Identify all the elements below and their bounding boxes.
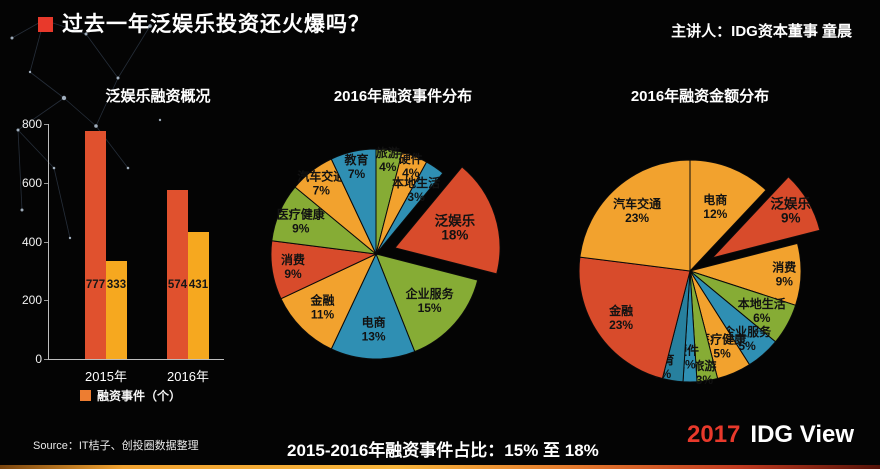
- pie-label-教育: 教育 7%: [343, 152, 368, 181]
- pie-label-旅游: 旅游 4%: [376, 145, 400, 174]
- brand-logo: 2017 IDG View: [687, 421, 854, 449]
- bar-value-label: 431: [188, 279, 209, 291]
- bar-chart-title: 泛娱乐融资概况: [105, 88, 211, 105]
- pie-label-泛娱乐: 泛娱乐 9%: [770, 195, 811, 225]
- pie-label-硬件: 硬件 4%: [399, 151, 423, 180]
- bar-chart-section: 泛娱乐融资概况 0 200 400 600 800 2015年 2016年 777 574 333…: [18, 85, 248, 425]
- pie-label-企业服务: 企业服务 15%: [405, 286, 455, 315]
- pie-slice-泛娱乐: [394, 166, 501, 275]
- pie-label-本地生活: 本地生活 6%: [738, 296, 786, 325]
- bar-value-label: 574: [167, 279, 188, 291]
- pie-label-旅游: 旅游 3%: [692, 358, 716, 387]
- pie-label-泛娱乐: 泛娱乐 18%: [435, 212, 476, 242]
- pie-slice-教育: [330, 148, 377, 255]
- y-tick-label: 600: [21, 175, 42, 190]
- pie-slice-电商: [330, 252, 416, 360]
- summary-block: 2015-2016年融资事件占比：15% 至 18% 2015-2016年融资金…: [287, 396, 599, 469]
- pie-chart-events: 旅游 4%硬件 4%本地生活 3% 泛娱乐 18% 企业服务 15% 电商 13% 金融 11%消费 9…: [270, 145, 501, 360]
- pie-label-汽车交通: 汽车交通 7%: [297, 169, 345, 198]
- pie-slice-泛娱乐: [710, 176, 821, 259]
- pie-chart-amount: 电商 12%泛娱乐 9%消费 9%本地生活 6%企业服务 5%医疗健康 5%旅游 3%硬件 2%…: [578, 159, 821, 387]
- x-category-label: 2015年: [85, 369, 127, 384]
- bar-chart-legend: 融资事件（个）: [80, 387, 181, 404]
- y-tick-mark: [44, 182, 48, 184]
- pie-label-企业服务: 企业服务 5%: [722, 324, 772, 353]
- y-tick-mark: [44, 300, 48, 302]
- pie-label-医疗健康: 医疗健康 9%: [277, 207, 326, 236]
- pie-label-金融: 金融 11%: [309, 293, 334, 322]
- pie-label-消费: 消费 9%: [281, 252, 305, 281]
- y-axis-line: [48, 124, 49, 360]
- pie-label-消费: 消费 9%: [772, 259, 796, 288]
- pie-label-汽车交通: 汽车交通 23%: [613, 196, 661, 225]
- legend-label: 融资事件（个）: [97, 389, 182, 403]
- pie-label-电商: 电商 12%: [703, 192, 727, 221]
- y-tick-label: 800: [21, 117, 42, 131]
- pie-events-section: 2016年融资事件分布 旅游 4% 硬件 4% 本地生活 3% 泛娱乐 18% 企业服务 15% 电…: [258, 85, 548, 420]
- bar: [167, 190, 188, 359]
- pie-slice-汽车交通: [579, 159, 691, 272]
- y-tick-mark: [44, 124, 48, 125]
- pie-slice-企业服务: [375, 253, 479, 353]
- bar-chart: 0 200 400 600 800 2015年 2016年 777 574 333 431: [18, 114, 248, 399]
- bar: [188, 232, 209, 359]
- x-category-label: 2016年: [167, 369, 209, 384]
- pie-label-电商: 电商 13%: [362, 315, 386, 344]
- presenter-credit: 主讲人：IDG资本董事 童晨: [671, 23, 852, 40]
- bottom-accent-strip: [0, 465, 880, 469]
- legend-swatch: [80, 390, 91, 401]
- title-bullet-square: [38, 17, 53, 32]
- summary-line-events: 2015-2016年融资事件占比：15% 至 18%: [287, 441, 599, 460]
- pie-label-本地生活: 本地生活 3%: [392, 175, 440, 204]
- pie-label-金融: 金融 23%: [608, 303, 633, 332]
- bar-value-label: 777: [85, 279, 106, 291]
- bar: [106, 261, 127, 359]
- brand-name: IDG View: [750, 421, 854, 448]
- pie-amount-title: 2016年融资金额分布: [630, 88, 770, 105]
- page-title: 过去一年泛娱乐投资还火爆吗？: [62, 13, 370, 36]
- y-tick-mark: [44, 359, 48, 360]
- brand-year: 2017: [687, 421, 741, 448]
- pie-events-title: 2016年融资事件分布: [333, 88, 473, 105]
- pie-amount-section: 2016年融资金额分布 电商 12% 泛娱乐 9% 消费 9% 本地生活 6% 企业服务 5% 医疗…: [545, 85, 855, 420]
- source-note: Source：IT桔子、创投圈数据整理: [33, 440, 199, 452]
- pie-slice-金融: [280, 252, 378, 350]
- pie-slice-本地生活: [375, 161, 444, 255]
- pie-slice-电商: [689, 159, 767, 273]
- x-axis-line: [48, 359, 224, 360]
- pie-label-医疗健康: 医疗健康 5%: [698, 332, 747, 361]
- bar-value-label: 333: [106, 279, 127, 291]
- y-tick-label: 400: [21, 234, 42, 249]
- pie-slice-金融: [578, 256, 691, 380]
- y-tick-label: 200: [21, 293, 42, 308]
- bar: [85, 130, 106, 359]
- y-tick-mark: [44, 241, 48, 243]
- y-tick-label: 0: [35, 352, 42, 366]
